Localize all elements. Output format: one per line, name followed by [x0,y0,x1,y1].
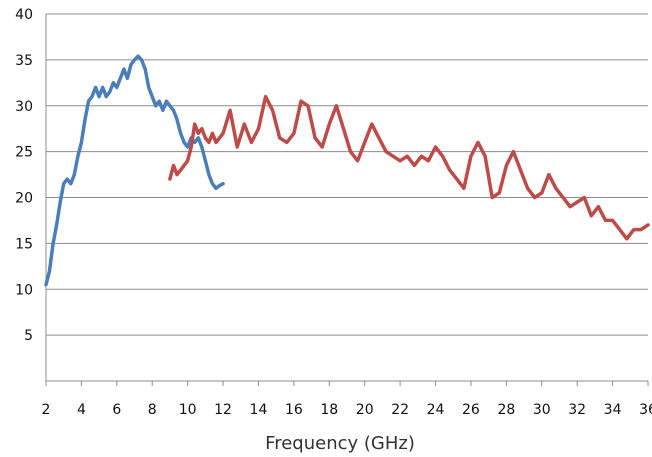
y-tick-label: 40 [15,7,33,23]
x-tick-label: 22 [391,402,409,418]
y-tick-label: 5 [24,328,33,344]
x-tick-label: 8 [148,402,157,418]
x-tick-label: 6 [112,402,121,418]
series-lines [44,54,650,287]
x-tick-label: 26 [462,402,480,418]
y-tick-label: 15 [15,236,33,252]
x-tick-label: 14 [250,402,268,418]
y-tick-label: 10 [15,282,33,298]
x-tick-label: 32 [568,402,586,418]
x-tick-labels: 24681012141618202224262830323436 [42,402,652,418]
x-tick-label: 24 [427,402,445,418]
y-tick-label: 25 [15,145,33,161]
series-1-line [44,54,225,287]
y-tick-label: 35 [15,53,33,69]
x-tick-label: 12 [214,402,232,418]
x-tick-label: 4 [77,402,86,418]
x-tick-label: 20 [356,402,374,418]
x-tick-label: 10 [179,402,197,418]
series-2-line [168,94,650,241]
gridlines [46,13,648,336]
x-tick-label: 16 [285,402,303,418]
x-tick-label: 18 [320,402,338,418]
x-tick-label: 34 [604,402,622,418]
y-tick-labels: 5 10 15 20 25 30 35 40 [15,7,33,344]
x-tick-label: 36 [639,402,652,418]
axes [45,14,649,386]
y-tick-label: 30 [15,99,33,115]
x-axis-label: Frequency (GHz) [265,433,415,454]
x-tick-label: 2 [42,402,51,418]
x-tick-label: 30 [533,402,551,418]
y-tick-label: 20 [15,191,33,207]
x-tick-label: 28 [497,402,515,418]
